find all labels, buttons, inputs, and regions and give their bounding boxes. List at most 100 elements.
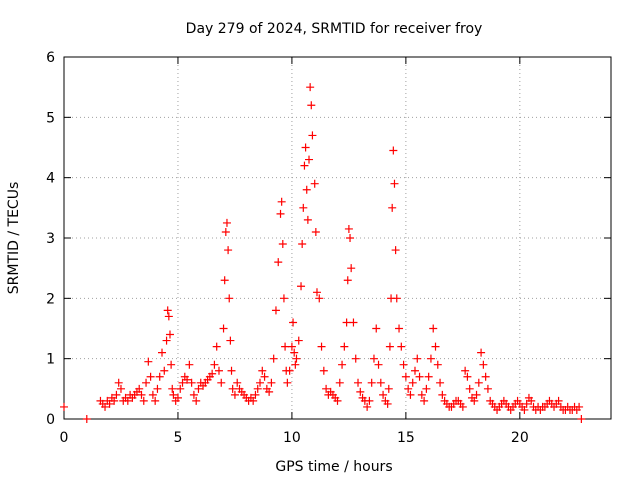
data-point: [303, 215, 312, 224]
data-point: [389, 146, 398, 155]
data-point: [300, 161, 309, 170]
data-point: [256, 378, 265, 387]
data-point: [144, 357, 153, 366]
data-point: [167, 360, 176, 369]
data-point: [363, 402, 372, 411]
data-point: [376, 378, 385, 387]
data-point: [276, 209, 285, 218]
data-marks: [60, 83, 586, 423]
data-point: [343, 276, 352, 285]
data-point: [151, 396, 160, 405]
data-point: [308, 131, 317, 140]
data-point: [333, 396, 342, 405]
data-point: [305, 155, 314, 164]
data-point: [522, 399, 531, 408]
data-point: [287, 342, 296, 351]
data-point: [221, 227, 230, 236]
data-point: [310, 179, 319, 188]
data-point: [520, 405, 529, 414]
data-point: [233, 378, 242, 387]
data-point: [463, 372, 472, 381]
data-point: [294, 336, 303, 345]
data-point: [114, 378, 123, 387]
data-point: [214, 366, 223, 375]
data-point: [472, 390, 481, 399]
data-point: [417, 390, 426, 399]
data-point: [105, 399, 114, 408]
data-point: [208, 369, 217, 378]
data-point: [301, 143, 310, 152]
data-point: [183, 375, 192, 384]
data-point: [367, 378, 376, 387]
x-tick-label: 15: [397, 430, 415, 446]
data-point: [173, 393, 182, 402]
data-point: [220, 276, 229, 285]
data-point: [279, 294, 288, 303]
data-point: [158, 348, 167, 357]
data-point: [401, 372, 410, 381]
data-point: [422, 384, 431, 393]
data-point: [322, 384, 331, 393]
data-point: [226, 336, 235, 345]
data-point: [346, 234, 355, 242]
data-point: [354, 378, 363, 387]
data-point: [169, 390, 178, 399]
y-tick-label: 6: [46, 50, 55, 66]
data-point: [222, 218, 231, 227]
data-point: [148, 390, 157, 399]
data-point: [110, 396, 119, 405]
grid-lines: [64, 57, 611, 419]
chart-title: Day 279 of 2024, SRMTID for receiver fro…: [186, 21, 483, 37]
y-tick-label: 4: [46, 171, 55, 187]
data-point: [281, 342, 290, 351]
data-point: [575, 402, 584, 411]
data-point: [212, 342, 221, 351]
data-point: [219, 324, 228, 333]
data-point: [163, 306, 172, 315]
data-point: [372, 324, 381, 333]
data-point: [225, 294, 234, 303]
data-point: [297, 282, 306, 291]
data-point: [413, 354, 422, 363]
data-point: [317, 342, 326, 351]
data-point: [395, 324, 404, 333]
data-point: [253, 384, 262, 393]
data-point: [274, 258, 283, 267]
data-point: [112, 390, 121, 399]
data-point: [260, 372, 269, 381]
data-point: [155, 372, 164, 381]
data-point: [420, 396, 429, 405]
data-point: [224, 246, 233, 255]
data-point: [311, 227, 320, 236]
data-point: [265, 387, 274, 396]
data-point: [554, 396, 563, 405]
data-point: [283, 378, 292, 387]
data-point: [399, 360, 408, 369]
data-point: [385, 342, 394, 351]
data-point: [164, 312, 173, 321]
data-point: [338, 360, 347, 369]
data-point: [146, 372, 155, 381]
data-point: [384, 384, 393, 393]
y-axis-label: SRMTID / TECUs: [6, 182, 22, 295]
data-point: [438, 390, 447, 399]
data-point: [391, 246, 400, 255]
data-point: [137, 390, 146, 399]
data-point: [392, 294, 401, 303]
axis-ticks: 0 5 10 15 20 0 1 2 3 4 5 6: [46, 50, 611, 446]
data-point: [406, 390, 415, 399]
data-point: [160, 366, 169, 375]
data-point: [429, 324, 438, 333]
data-point: [390, 179, 399, 188]
data-point: [461, 366, 470, 375]
y-tick-label: 0: [46, 412, 55, 428]
data-point: [312, 288, 321, 297]
data-point: [258, 366, 267, 375]
data-point: [82, 415, 91, 423]
data-point: [365, 396, 374, 405]
data-point: [249, 396, 258, 405]
x-tick-label: 10: [283, 430, 301, 446]
data-point: [60, 402, 68, 411]
data-point: [278, 240, 287, 249]
